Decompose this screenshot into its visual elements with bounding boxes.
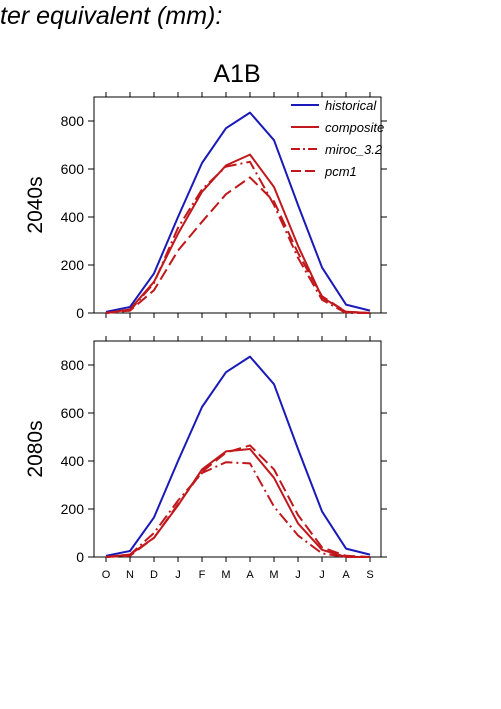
series-line-pcm1: [105, 444, 371, 558]
x-tick-label: J: [295, 569, 301, 581]
x-tick-label: O: [102, 569, 111, 581]
series-line-composite: [105, 448, 370, 558]
series-line-miroc-3-2: [105, 160, 370, 314]
y-tick-label: 200: [61, 501, 85, 517]
legend-label-miroc-3-2: miroc_3.2: [325, 142, 383, 157]
legend: historical composite miroc_3.2 pcm1: [291, 98, 384, 179]
y-tick-label: 0: [76, 305, 84, 321]
panel-label-2040s: 2040s: [24, 176, 47, 233]
x-tick-label: M: [221, 569, 230, 581]
y-tick-label: 800: [61, 357, 85, 373]
x-tick-label: A: [246, 569, 254, 581]
chart-title: A1B: [213, 60, 260, 88]
plot-frame: [93, 340, 382, 558]
legend-label-pcm1: pcm1: [324, 164, 357, 179]
series-line-historical: [105, 111, 371, 313]
panel-2080s: 0 200 400 600 800 O N D J F M A M J J A S 2080s: [24, 336, 387, 581]
x-tick-label: N: [126, 569, 134, 581]
x-tick-label: D: [150, 569, 158, 581]
x-tick-label: A: [342, 569, 350, 581]
legend-label-composite: composite: [325, 120, 384, 135]
series-line-miroc-3-2: [105, 461, 370, 558]
figure-header-text: ter equivalent (mm):: [0, 2, 223, 30]
x-tick-label: M: [269, 569, 278, 581]
y-tick-label: 200: [61, 257, 85, 273]
x-tick-label: F: [199, 569, 206, 581]
plot-frame: [93, 96, 382, 314]
x-tick-label: S: [366, 569, 373, 581]
series-line-pcm1: [105, 176, 371, 314]
y-tick-label: 400: [61, 209, 85, 225]
y-tick-label: 600: [61, 161, 85, 177]
x-tick-label: J: [175, 569, 181, 581]
y-tick-label: 400: [61, 453, 85, 469]
panel-2040s: 0 200 400 600 800 2040s: [24, 92, 387, 321]
y-tick-label: 800: [61, 113, 85, 129]
y-tick-label: 600: [61, 405, 85, 421]
y-tick-label: 0: [76, 549, 84, 565]
legend-label-historical: historical: [325, 98, 377, 113]
x-tick-label: J: [319, 569, 325, 581]
panel-label-2080s: 2080s: [24, 420, 47, 477]
series-line-historical: [105, 355, 371, 557]
